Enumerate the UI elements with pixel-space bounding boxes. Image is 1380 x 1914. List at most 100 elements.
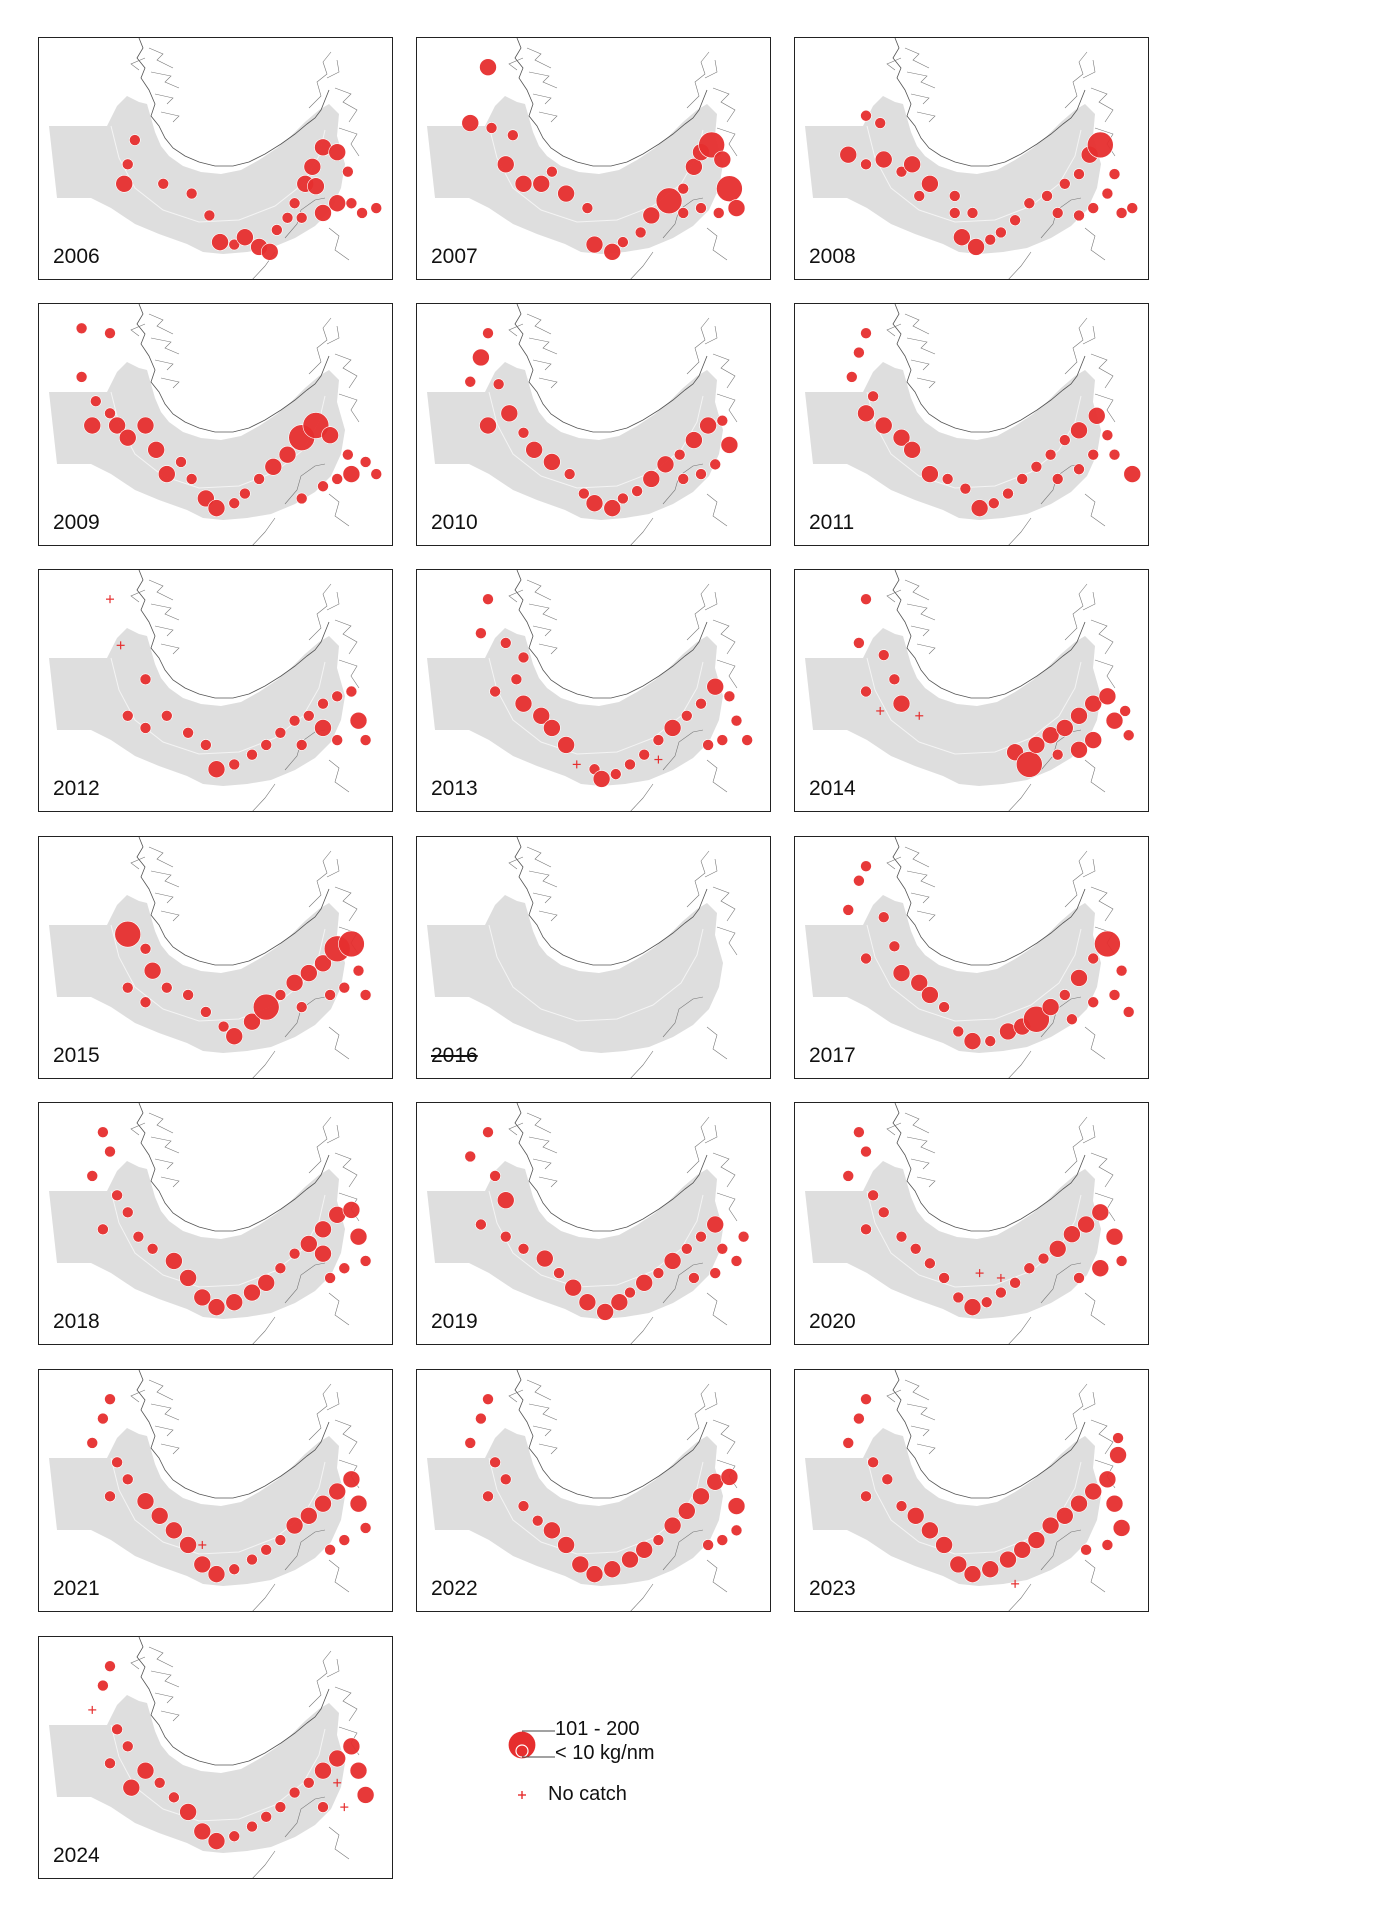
catch-circle (1041, 190, 1053, 202)
catch-circle (1123, 465, 1142, 483)
map-panel-2014: 2014 (794, 569, 1149, 812)
catch-circle (706, 677, 725, 696)
catch-circle (461, 114, 480, 132)
year-label: 2018 (53, 1310, 100, 1333)
catch-circle (356, 207, 368, 219)
coastline-detail (326, 591, 340, 611)
catch-circle (853, 346, 865, 359)
catch-circle (860, 860, 872, 872)
catch-circle (274, 1534, 287, 1546)
catch-circle (482, 593, 494, 605)
coastline-detail (1090, 1419, 1114, 1455)
coastline-detail (704, 1391, 718, 1411)
coastline-detail (916, 643, 936, 655)
catch-circle (97, 1223, 109, 1236)
catch-circle (359, 1255, 372, 1267)
catch-circle (264, 458, 283, 476)
coastline-detail (1008, 1050, 1032, 1078)
catch-circle (121, 1473, 134, 1486)
catch-circle (104, 407, 116, 420)
coastline-detail (160, 377, 180, 389)
coastline-detail (326, 325, 340, 345)
catch-circle (356, 1786, 375, 1804)
catch-circle (228, 497, 241, 510)
coastline-detail (1090, 1152, 1114, 1188)
catch-circle (877, 1206, 890, 1219)
year-label: 2023 (809, 1577, 856, 1600)
catch-circle (345, 197, 358, 210)
coastline-detail (150, 870, 180, 888)
survey-area (49, 628, 345, 786)
coastline-detail (886, 856, 902, 870)
catch-circle (482, 327, 494, 339)
coastline-detail (326, 1124, 340, 1144)
no-catch-marker (106, 595, 114, 604)
catch-circle (860, 952, 872, 965)
coastline-detail (252, 783, 276, 811)
catch-circle (1080, 1544, 1092, 1556)
catch-circle (713, 150, 732, 169)
coastline-detail (326, 59, 340, 79)
catch-circle (295, 212, 308, 224)
coastline-detail (148, 1112, 174, 1134)
catch-circle (342, 1201, 361, 1219)
coastline-detail (706, 1559, 728, 1593)
catch-circle (288, 1786, 301, 1799)
coastline-detail (712, 1419, 736, 1455)
catch-circle (853, 1126, 865, 1138)
catch-circle (252, 993, 280, 1021)
coastline-detail (1008, 517, 1032, 545)
catch-circle (910, 974, 929, 992)
catch-circle (1048, 1240, 1067, 1258)
catch-circle (299, 1235, 318, 1253)
catch-circle (246, 1553, 258, 1566)
catch-circle (211, 233, 229, 251)
coastline-detail (716, 926, 738, 956)
coastline-detail (630, 251, 654, 279)
catch-circle (895, 165, 908, 178)
map-panel-2006: 2006 (38, 37, 393, 280)
catch-circle (617, 236, 629, 248)
coastline-detail (338, 393, 360, 423)
coastline-detail (704, 1124, 718, 1144)
catch-circle (359, 734, 372, 746)
catch-circle (278, 445, 297, 464)
catch-circle (695, 1230, 707, 1243)
coastline-detail (326, 1658, 340, 1678)
catch-circle (185, 473, 198, 485)
coastline-detail (630, 517, 654, 545)
catch-circle (1013, 1541, 1031, 1559)
catch-circle (200, 1006, 212, 1018)
catch-circle (634, 226, 647, 239)
catch-circle (496, 1191, 515, 1209)
catch-circle (136, 416, 155, 435)
catch-circle (617, 492, 629, 505)
catch-circle (557, 184, 575, 203)
catch-circle (631, 485, 643, 497)
coastline-detail (328, 1826, 350, 1860)
coastline-detail (284, 1529, 326, 1571)
map-canvas (427, 570, 753, 811)
no-catch-marker (654, 755, 663, 764)
coastline-detail (532, 1158, 552, 1170)
catch-circle (118, 428, 137, 447)
coastline-detail (716, 127, 738, 157)
catch-circle (564, 1278, 582, 1297)
catch-circle (1063, 1225, 1081, 1244)
coastline-detail (160, 643, 180, 655)
catch-circle (246, 1820, 258, 1833)
catch-circle (324, 989, 336, 1001)
catch-circle (1016, 473, 1028, 485)
catch-circle (132, 1230, 145, 1243)
depth-contour (110, 1724, 326, 1822)
catch-circle (860, 1145, 872, 1158)
coastline-detail (252, 1583, 276, 1611)
catch-circle (1112, 1432, 1124, 1444)
catch-circle (104, 1145, 116, 1158)
catch-circle (860, 327, 872, 339)
catch-circle (995, 226, 1007, 239)
catch-circle (342, 465, 361, 483)
catch-circle (500, 404, 519, 423)
coastline-detail (532, 359, 552, 371)
catch-circle (720, 436, 739, 454)
